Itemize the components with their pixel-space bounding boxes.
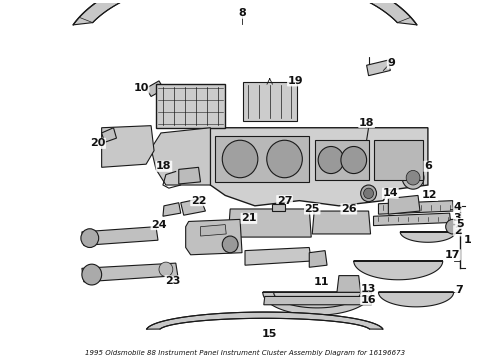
Circle shape: [222, 236, 238, 253]
Text: 24: 24: [151, 220, 167, 230]
Text: 17: 17: [445, 250, 461, 260]
Text: 13: 13: [361, 284, 376, 294]
Polygon shape: [400, 232, 456, 242]
Polygon shape: [200, 225, 226, 236]
Polygon shape: [101, 128, 117, 142]
Polygon shape: [378, 292, 454, 307]
Polygon shape: [245, 247, 311, 265]
FancyBboxPatch shape: [156, 84, 225, 128]
Text: 20: 20: [90, 138, 105, 148]
Text: 6: 6: [424, 161, 432, 171]
Polygon shape: [263, 292, 371, 315]
Text: 25: 25: [305, 204, 320, 214]
Text: 5: 5: [456, 219, 464, 229]
Text: 1: 1: [464, 235, 471, 245]
Polygon shape: [389, 195, 420, 214]
Circle shape: [341, 147, 367, 174]
Circle shape: [222, 140, 258, 178]
Polygon shape: [315, 140, 368, 180]
Text: 22: 22: [191, 195, 206, 206]
Polygon shape: [373, 213, 451, 226]
Circle shape: [267, 140, 302, 178]
Polygon shape: [378, 201, 454, 214]
Polygon shape: [309, 251, 327, 267]
Polygon shape: [179, 167, 200, 184]
Polygon shape: [101, 126, 154, 167]
Polygon shape: [264, 296, 371, 305]
Polygon shape: [163, 203, 181, 216]
Polygon shape: [271, 204, 285, 211]
Text: 21: 21: [241, 213, 257, 223]
Text: 15: 15: [262, 329, 277, 339]
Polygon shape: [228, 209, 311, 237]
Text: 18: 18: [156, 161, 172, 171]
Text: 18: 18: [359, 117, 374, 127]
Polygon shape: [210, 128, 428, 206]
Polygon shape: [147, 312, 383, 329]
Polygon shape: [82, 263, 178, 282]
Circle shape: [446, 219, 460, 234]
Circle shape: [361, 185, 376, 202]
Text: 7: 7: [456, 285, 464, 295]
Polygon shape: [373, 140, 423, 180]
Polygon shape: [367, 60, 391, 76]
Text: 3: 3: [454, 213, 462, 223]
Circle shape: [81, 229, 98, 247]
Polygon shape: [146, 81, 164, 96]
Text: 27: 27: [277, 195, 293, 206]
Circle shape: [159, 262, 173, 276]
Circle shape: [406, 170, 420, 185]
Polygon shape: [337, 276, 361, 292]
Text: 14: 14: [383, 188, 398, 198]
Text: 12: 12: [422, 190, 438, 201]
Text: 23: 23: [165, 276, 180, 286]
Polygon shape: [186, 219, 242, 255]
Polygon shape: [312, 211, 370, 234]
Polygon shape: [181, 199, 205, 215]
Circle shape: [402, 166, 424, 189]
Polygon shape: [354, 261, 443, 280]
Circle shape: [318, 147, 344, 174]
Text: 26: 26: [341, 204, 357, 214]
Text: 16: 16: [361, 294, 376, 305]
Text: 1995 Oldsmobile 88 Instrument Panel Instrument Cluster Assembly Diagram for 1619: 1995 Oldsmobile 88 Instrument Panel Inst…: [85, 350, 405, 356]
Text: 11: 11: [314, 277, 329, 287]
Text: 8: 8: [238, 8, 246, 18]
Polygon shape: [82, 227, 158, 246]
Text: 9: 9: [388, 58, 395, 68]
Text: 19: 19: [288, 76, 303, 86]
Polygon shape: [151, 128, 210, 185]
Text: 10: 10: [133, 83, 149, 93]
Text: 2: 2: [454, 226, 462, 236]
Polygon shape: [215, 136, 309, 182]
Polygon shape: [73, 0, 417, 25]
Text: 4: 4: [454, 202, 462, 212]
Circle shape: [364, 188, 373, 199]
Circle shape: [82, 264, 101, 285]
FancyBboxPatch shape: [243, 82, 297, 121]
